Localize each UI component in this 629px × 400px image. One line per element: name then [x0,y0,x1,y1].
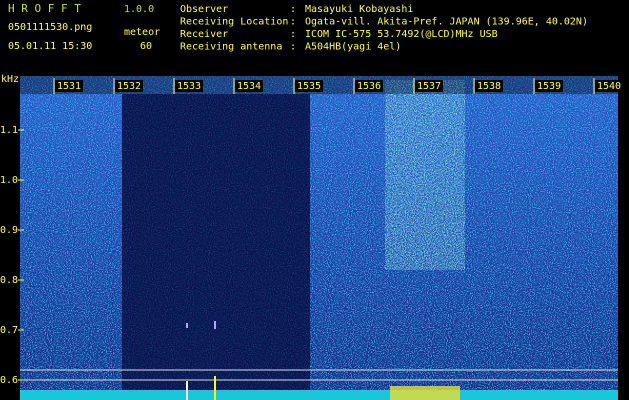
freq-label: 0.7 [0,325,18,336]
bright-region [385,80,465,270]
time-label-bg [535,80,563,92]
time-label: 1534 [237,81,261,92]
amplitude [20,390,618,400]
time-label-bg [175,80,203,92]
time-label-bg [595,80,623,92]
time-label: 1533 [177,81,201,92]
time-label-bg [115,80,143,92]
time-label-bg [235,80,263,92]
time-label: 1539 [537,81,561,92]
info-value: Masayuki Kobayashi [305,4,413,15]
app-version: 1.0.0 [124,4,154,15]
meteor-echo [214,321,216,329]
time-label: 1538 [477,81,501,92]
time-label-bg [55,80,83,92]
freq-label: 1.1 [0,125,18,136]
spectrogram [20,76,618,400]
freq-axis-bg [0,72,20,400]
time-label-bg [475,80,503,92]
file-name: 0501111530.png [8,22,92,33]
freq-label: 0.8 [0,275,18,286]
quiet-overlay [122,94,310,390]
info-label: Receiving antenna [180,42,282,53]
datetime: 05.01.11 15:30 [8,41,92,52]
count: 60 [140,41,152,52]
info-label: Receiving Location [180,17,288,28]
freq-label: 1.0 [0,175,18,186]
info-value: Ogata-vill. Akita-Pref. JAPAN (139.96E, … [305,17,588,28]
info-separator: : [290,17,296,28]
time-label: 1535 [297,81,321,92]
time-label-bg [355,80,383,92]
meteor-spike [214,376,216,400]
meteor-spike [186,381,188,400]
axes: 1531 1532 1533 1534 1535 1536 1537 1538 1539 1540… [0,72,623,400]
info-separator: : [290,42,296,53]
app-name: H R O F F T [8,2,81,15]
freq-unit: kHz [1,74,19,85]
freq-label: 0.6 [0,375,18,386]
info-separator: : [290,29,296,40]
time-label-bg [295,80,323,92]
info-value: ICOM IC-575 53.7492(@LCD)MHz USB [305,29,498,40]
info-label: Observer [180,4,228,15]
info-separator: : [290,4,296,15]
time-label: 1540 [597,81,621,92]
time-label: 1532 [117,81,141,92]
time-label: 1537 [417,81,441,92]
info-label: Receiver [180,29,228,40]
time-label-bg [415,80,443,92]
header: H R O F F T 1.0.0 0501111530.png meteor … [8,2,588,53]
time-label: 1536 [357,81,381,92]
meteor-echo [186,323,188,328]
info-value: A504HB(yagi 4el) [305,42,401,53]
amplitude-peak [390,386,460,400]
freq-label: 0.9 [0,225,18,236]
mode: meteor [124,27,160,38]
time-label: 1531 [57,81,81,92]
noise [20,76,618,390]
